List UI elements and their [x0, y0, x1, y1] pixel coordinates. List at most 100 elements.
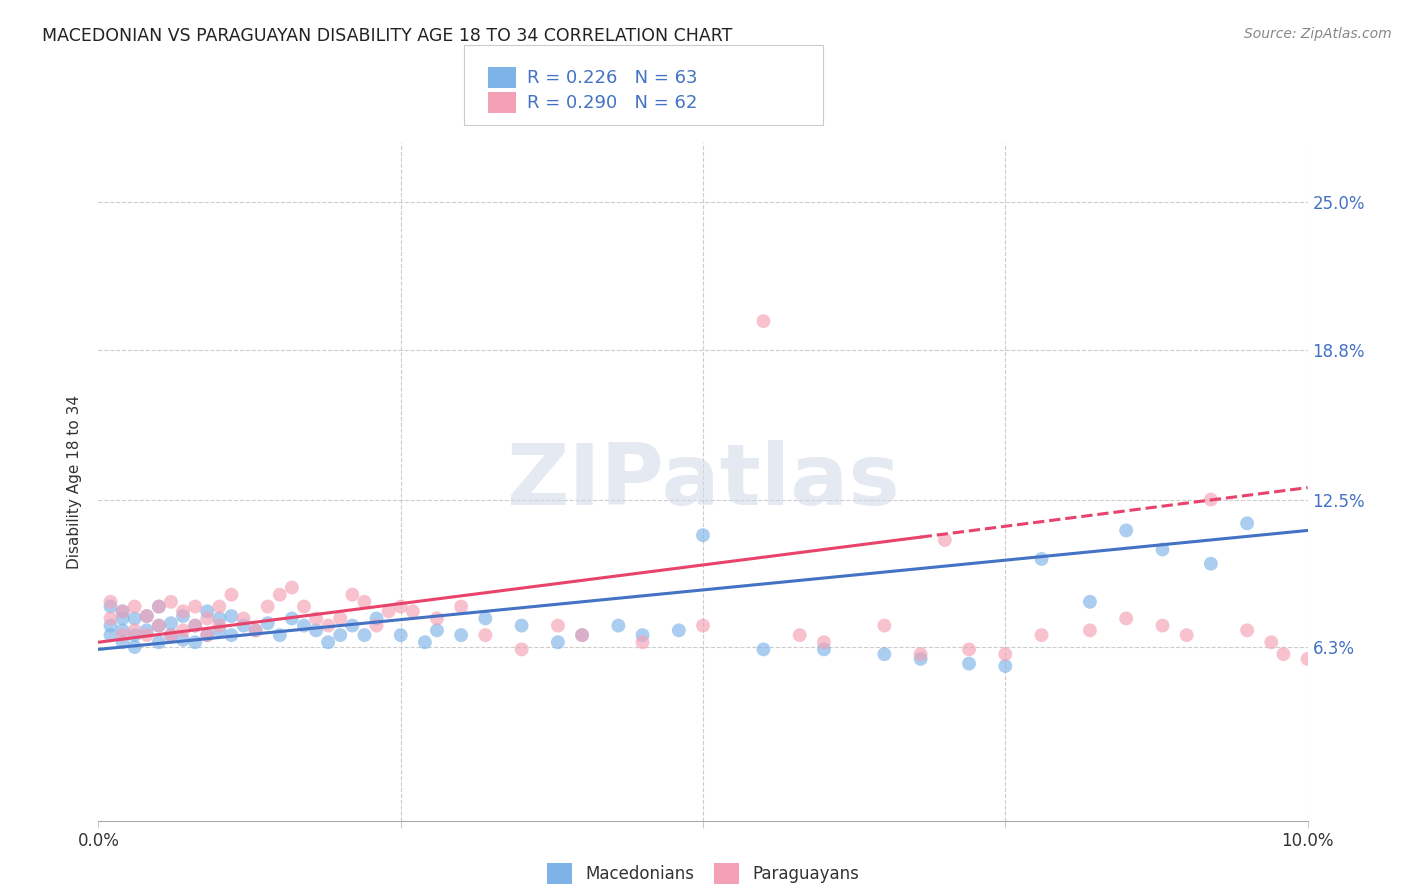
- Paraguayans: [1272, 647, 1295, 661]
- Macedonians: [353, 628, 375, 642]
- Paraguayans: [100, 595, 122, 609]
- Macedonians: [124, 640, 146, 654]
- Macedonians: [232, 618, 254, 632]
- Macedonians: [426, 624, 449, 638]
- Paraguayans: [547, 618, 569, 632]
- Text: ZIPatlas: ZIPatlas: [506, 440, 900, 524]
- Paraguayans: [366, 618, 388, 632]
- Macedonians: [195, 628, 218, 642]
- Macedonians: [571, 628, 593, 642]
- Macedonians: [148, 599, 170, 614]
- Macedonians: [269, 628, 291, 642]
- Macedonians: [124, 611, 146, 625]
- Text: Source: ZipAtlas.com: Source: ZipAtlas.com: [1244, 27, 1392, 41]
- Paraguayans: [1115, 611, 1137, 625]
- Paraguayans: [789, 628, 811, 642]
- Paraguayans: [813, 635, 835, 649]
- Paraguayans: [100, 611, 122, 625]
- Macedonians: [366, 611, 388, 625]
- Paraguayans: [1199, 492, 1222, 507]
- Macedonians: [208, 611, 231, 625]
- Paraguayans: [631, 635, 654, 649]
- Paraguayans: [221, 588, 243, 602]
- Paraguayans: [957, 642, 980, 657]
- Paraguayans: [1031, 628, 1053, 642]
- Macedonians: [873, 647, 896, 661]
- Paraguayans: [752, 314, 775, 328]
- Macedonians: [342, 618, 364, 632]
- Macedonians: [148, 618, 170, 632]
- Macedonians: [135, 624, 157, 638]
- Paraguayans: [316, 618, 339, 632]
- Legend: Macedonians, Paraguayans: Macedonians, Paraguayans: [540, 856, 866, 890]
- Paraguayans: [1078, 624, 1101, 638]
- Macedonians: [389, 628, 412, 642]
- Paraguayans: [256, 599, 278, 614]
- Macedonians: [111, 611, 134, 625]
- Paraguayans: [934, 533, 956, 547]
- Paraguayans: [910, 647, 932, 661]
- Paraguayans: [1296, 652, 1319, 666]
- Macedonians: [208, 624, 231, 638]
- Paraguayans: [1260, 635, 1282, 649]
- Y-axis label: Disability Age 18 to 34: Disability Age 18 to 34: [66, 394, 82, 569]
- Paraguayans: [426, 611, 449, 625]
- Paraguayans: [571, 628, 593, 642]
- Paraguayans: [208, 599, 231, 614]
- Paraguayans: [402, 604, 425, 618]
- Paraguayans: [692, 618, 714, 632]
- Macedonians: [910, 652, 932, 666]
- Paraguayans: [353, 595, 375, 609]
- Macedonians: [510, 618, 533, 632]
- Macedonians: [195, 604, 218, 618]
- Macedonians: [1078, 595, 1101, 609]
- Paraguayans: [111, 604, 134, 618]
- Paraguayans: [342, 588, 364, 602]
- Paraguayans: [208, 618, 231, 632]
- Paraguayans: [305, 611, 328, 625]
- Macedonians: [450, 628, 472, 642]
- Paraguayans: [1152, 618, 1174, 632]
- Macedonians: [329, 628, 352, 642]
- Macedonians: [813, 642, 835, 657]
- Paraguayans: [124, 599, 146, 614]
- Text: MACEDONIAN VS PARAGUAYAN DISABILITY AGE 18 TO 34 CORRELATION CHART: MACEDONIAN VS PARAGUAYAN DISABILITY AGE …: [42, 27, 733, 45]
- Paraguayans: [172, 604, 194, 618]
- Macedonians: [124, 628, 146, 642]
- Macedonians: [160, 616, 183, 631]
- Paraguayans: [873, 618, 896, 632]
- Paraguayans: [474, 628, 496, 642]
- Macedonians: [245, 624, 267, 638]
- Macedonians: [413, 635, 436, 649]
- Paraguayans: [135, 628, 157, 642]
- Macedonians: [631, 628, 654, 642]
- Macedonians: [607, 618, 630, 632]
- Macedonians: [111, 604, 134, 618]
- Macedonians: [1031, 552, 1053, 566]
- Macedonians: [692, 528, 714, 542]
- Macedonians: [135, 609, 157, 624]
- Paraguayans: [232, 611, 254, 625]
- Paraguayans: [269, 588, 291, 602]
- Paraguayans: [135, 609, 157, 624]
- Macedonians: [1199, 557, 1222, 571]
- Macedonians: [184, 635, 207, 649]
- Macedonians: [994, 659, 1017, 673]
- Macedonians: [111, 635, 134, 649]
- Paraguayans: [1236, 624, 1258, 638]
- Macedonians: [172, 632, 194, 647]
- Paraguayans: [148, 599, 170, 614]
- Macedonians: [668, 624, 690, 638]
- Paraguayans: [510, 642, 533, 657]
- Paraguayans: [111, 628, 134, 642]
- Paraguayans: [1175, 628, 1198, 642]
- Paraguayans: [184, 599, 207, 614]
- Macedonians: [221, 609, 243, 624]
- Paraguayans: [195, 628, 218, 642]
- Paraguayans: [148, 618, 170, 632]
- Text: R = 0.226   N = 63: R = 0.226 N = 63: [527, 69, 697, 87]
- Macedonians: [184, 618, 207, 632]
- Macedonians: [148, 635, 170, 649]
- Macedonians: [172, 609, 194, 624]
- Macedonians: [1115, 524, 1137, 538]
